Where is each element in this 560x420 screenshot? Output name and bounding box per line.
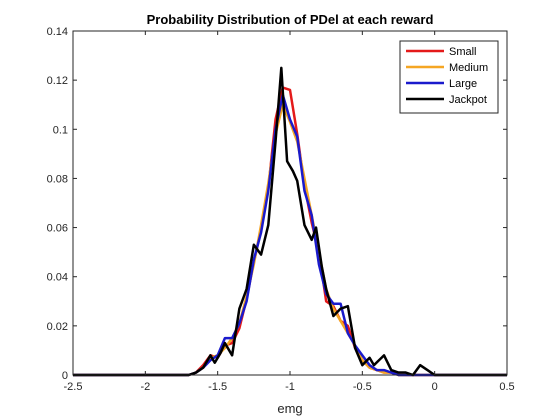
legend-label-jackpot: Jackpot: [449, 94, 487, 106]
series-line-large: [73, 93, 507, 377]
legend-label-large: Large: [449, 78, 477, 90]
x-tick-label: -1.5: [208, 381, 227, 393]
x-tick-label: -0.5: [353, 381, 372, 393]
legend-box: [399, 40, 499, 114]
series-layer: [73, 66, 507, 377]
axes-layer: -2.5 -2 -1.5 -1 -0.5 0 0.5 0 0.02 0.04 0.06 0.08 0.1…: [47, 26, 515, 393]
y-tick-label: 0.1: [53, 124, 68, 136]
legend-label-small: Small: [449, 46, 477, 58]
y-tick-label: 0.06: [47, 223, 68, 235]
legend: Small Medium Large Jackpot: [399, 40, 499, 114]
legend-label-medium: Medium: [449, 62, 488, 74]
x-axis-title: emg: [277, 401, 302, 416]
y-tick-label: 0.08: [47, 173, 68, 185]
x-tick-label: -1: [285, 381, 295, 393]
x-tick-label: 0: [432, 381, 438, 393]
y-tick-label: 0.02: [47, 321, 68, 333]
y-tick-label: 0.04: [47, 272, 68, 284]
x-tick-label: -2.5: [64, 381, 83, 393]
chart-title: Probability Distribution of PDel at each…: [147, 12, 434, 27]
x-tick-label: -2: [140, 381, 150, 393]
x-tick-label: 0.5: [499, 381, 514, 393]
y-tick-label: 0.14: [47, 26, 68, 38]
series-line-jackpot: [73, 66, 507, 377]
y-tick-label: 0.12: [47, 75, 68, 87]
y-tick-label: 0: [62, 370, 68, 382]
